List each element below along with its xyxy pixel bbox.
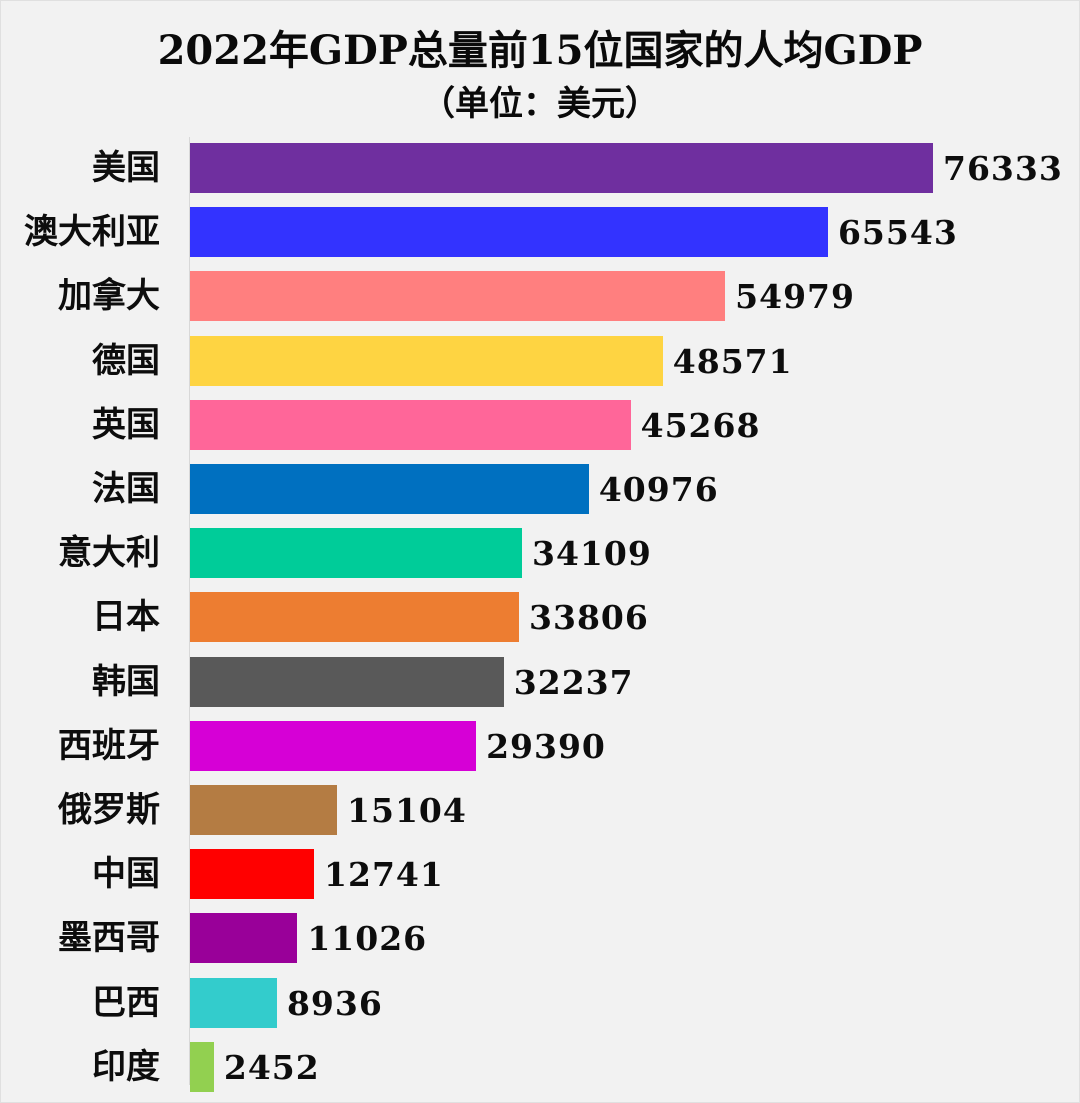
bar	[190, 207, 828, 258]
value-label: 48571	[672, 341, 793, 381]
bar-row: 墨西哥 11026	[0, 913, 1080, 964]
bar-row: 韩国 32237	[0, 656, 1080, 707]
category-label: 西班牙	[58, 725, 160, 766]
value-label: 29390	[486, 726, 606, 766]
category-label: 法国	[92, 469, 160, 509]
bar-row: 美国 76333	[0, 143, 1080, 193]
category-label: 日本	[92, 597, 160, 638]
value-label: 40976	[598, 470, 719, 509]
bar	[190, 399, 631, 450]
bar-row: 英国 45268	[0, 399, 1080, 450]
category-label: 英国	[92, 404, 160, 445]
bar	[190, 656, 504, 707]
value-label: 65543	[837, 213, 958, 253]
chart-subtitle: （单位：美元）	[421, 84, 659, 124]
bar-row: 巴西 8936	[0, 977, 1080, 1028]
category-label: 印度	[92, 1046, 160, 1087]
category-label: 墨西哥	[58, 918, 160, 959]
value-label: 11026	[307, 919, 428, 959]
bar-row: 法国 40976	[0, 464, 1080, 514]
value-label: 32237	[513, 662, 634, 702]
value-label: 45268	[640, 405, 761, 445]
category-label: 韩国	[92, 661, 160, 702]
value-label: 54979	[735, 277, 855, 317]
bar	[190, 464, 589, 514]
bar	[190, 271, 726, 322]
category-label: 俄罗斯	[58, 790, 160, 830]
bar	[190, 592, 520, 643]
category-label: 中国	[92, 854, 160, 895]
value-label: 33806	[529, 598, 649, 638]
bar	[190, 849, 315, 900]
y-axis-line	[189, 137, 190, 1085]
category-label: 德国	[92, 340, 160, 381]
category-label: 美国	[92, 148, 160, 188]
category-label: 意大利	[58, 533, 160, 574]
bar-row: 澳大利亚 65543	[0, 207, 1080, 258]
bar-row: 加拿大 54979	[0, 271, 1080, 322]
value-label: 12741	[324, 855, 444, 895]
category-label: 加拿大	[58, 276, 160, 317]
value-label: 2452	[223, 1047, 320, 1087]
bar-row: 日本 33806	[0, 592, 1080, 643]
value-label: 34109	[532, 534, 652, 574]
bar-row: 中国 12741	[0, 849, 1080, 900]
value-label: 76333	[943, 149, 1063, 188]
bar-row: 德国 48571	[0, 335, 1080, 386]
bar	[190, 977, 277, 1028]
bar-row: 意大利 34109	[0, 528, 1080, 579]
value-label: 15104	[347, 791, 467, 830]
bar-row: 俄罗斯 15104	[0, 785, 1080, 835]
bar	[190, 528, 522, 579]
bar	[190, 913, 298, 964]
bar	[190, 143, 933, 193]
category-label: 澳大利亚	[24, 212, 160, 253]
bar	[190, 1041, 214, 1092]
chart-title: 2022年GDP总量前15位国家的人均GDP	[157, 27, 923, 74]
bar	[190, 785, 338, 835]
bar-row: 西班牙 29390	[0, 720, 1080, 771]
bar	[190, 335, 663, 386]
bar	[190, 720, 477, 771]
category-label: 巴西	[92, 982, 160, 1023]
value-label: 8936	[286, 983, 383, 1023]
bar-row: 印度 2452	[0, 1041, 1080, 1092]
